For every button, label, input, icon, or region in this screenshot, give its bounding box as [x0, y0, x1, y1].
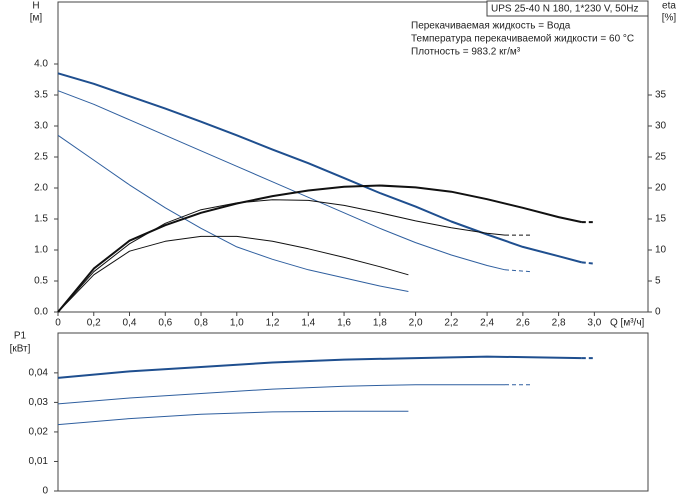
x-tick-label: 2,0 [409, 318, 423, 329]
x-tick-label: 0 [55, 318, 61, 329]
y-tick-label: 1.5 [34, 214, 48, 225]
y-tick-label: 1.0 [34, 245, 48, 256]
x-tick-label: 0,6 [158, 318, 172, 329]
curve [57, 355, 582, 379]
info-box [486, 0, 649, 17]
x-tick-label: 1,0 [230, 318, 244, 329]
y2-tick-label: 35 [655, 90, 667, 101]
y2-tick-label: 5 [655, 276, 661, 287]
x-tick-label: 0,4 [123, 318, 137, 329]
axis-label: eta [662, 1, 676, 12]
curve [57, 184, 583, 313]
curve [57, 199, 506, 313]
y-tick-label: 2.0 [34, 183, 48, 194]
y2-tick-label: 30 [655, 121, 667, 132]
axis-label: H [32, 1, 39, 12]
info-title: UPS 25-40 N 180, 1*230 V, 50Hz [491, 4, 639, 15]
plot-frame [57, 1, 649, 313]
x-tick-label: 3,0 [587, 318, 601, 329]
info-line: Плотность = 983.2 кг/м³ [411, 47, 521, 58]
x-tick-label: 0,2 [87, 318, 101, 329]
x-tick-label: 2,4 [480, 318, 494, 329]
axis-unit: [кВт] [10, 344, 31, 355]
y-tick-label: 0 [42, 486, 48, 497]
y-tick-label: 0,02 [29, 427, 49, 438]
info-line: Перекачиваемая жидкость = Вода [411, 21, 571, 32]
y-tick-label: 0,01 [29, 456, 49, 467]
curve [57, 235, 409, 313]
y2-tick-label: 15 [655, 214, 667, 225]
plot-frame [57, 332, 649, 492]
y-tick-label: 0,04 [29, 368, 49, 379]
x-tick-label: 0,8 [194, 318, 208, 329]
y-tick-label: 3.5 [34, 90, 48, 101]
y2-tick-label: 10 [655, 245, 667, 256]
x-tick-label: 1,6 [337, 318, 351, 329]
y-tick-label: 4.0 [34, 59, 48, 70]
y-tick-label: 2.5 [34, 152, 48, 163]
curve [57, 72, 583, 264]
x-tick-label: 2,6 [516, 318, 530, 329]
x-tick-label: 1,8 [373, 318, 387, 329]
x-tick-label: 2,2 [444, 318, 458, 329]
y-tick-label: 0.5 [34, 276, 48, 287]
axis-unit: [м] [30, 13, 43, 24]
axis-label: P1 [14, 331, 27, 342]
curve [504, 269, 532, 273]
curve [57, 410, 409, 426]
y2-tick-label: 20 [655, 183, 667, 194]
curve [57, 90, 506, 271]
curve [57, 384, 505, 405]
y-tick-label: 0.0 [34, 307, 48, 318]
x-tick-label: 2,8 [552, 318, 566, 329]
y2-tick-label: 0 [655, 307, 661, 318]
y-tick-label: 0,03 [29, 397, 49, 408]
y-tick-label: 3.0 [34, 121, 48, 132]
axis-unit: [%] [662, 13, 677, 24]
y2-tick-label: 25 [655, 152, 667, 163]
info-line: Температура перекачиваемой жидкости = 60… [411, 34, 634, 45]
axis-label: Q [м³/ч] [610, 318, 645, 329]
x-tick-label: 1,2 [266, 318, 280, 329]
curve [581, 261, 595, 265]
x-tick-label: 1,4 [301, 318, 315, 329]
curve [57, 134, 409, 292]
